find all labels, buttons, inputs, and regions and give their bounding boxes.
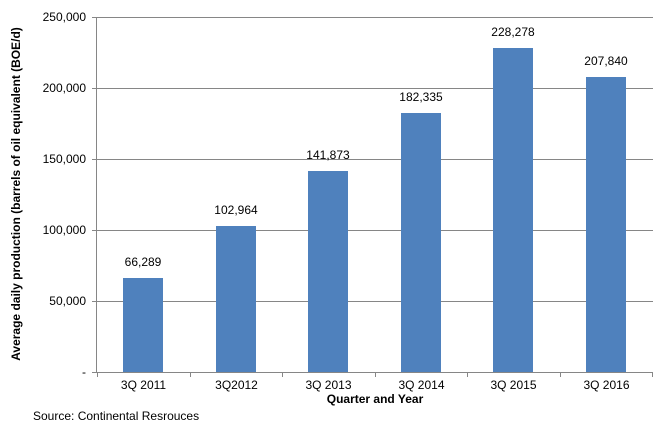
bar-value-label: 182,335 bbox=[399, 90, 443, 104]
bar-value-label: 228,278 bbox=[491, 25, 535, 39]
x-axis-tick bbox=[652, 372, 653, 377]
bar-value-label: 66,289 bbox=[124, 255, 162, 269]
x-axis-tick bbox=[282, 372, 283, 377]
bar bbox=[586, 77, 626, 372]
y-tick-label: - bbox=[82, 365, 86, 379]
bar bbox=[493, 48, 533, 372]
bar bbox=[401, 113, 441, 372]
bar bbox=[216, 226, 256, 372]
x-tick-label: 3Q 2015 bbox=[490, 378, 537, 392]
y-tick-label: 250,000 bbox=[42, 10, 86, 24]
y-tick-label: 150,000 bbox=[42, 152, 86, 166]
x-axis-tick bbox=[375, 372, 376, 377]
x-tick-label: 3Q 2011 bbox=[120, 378, 167, 392]
y-axis-tick bbox=[92, 301, 97, 302]
y-axis-tick bbox=[92, 372, 97, 373]
bar-value-label: 207,840 bbox=[584, 54, 628, 68]
x-tick-label: 3Q2012 bbox=[215, 378, 258, 392]
bar-value-label: 102,964 bbox=[214, 203, 258, 217]
x-axis-tick bbox=[190, 372, 191, 377]
y-axis-title: Average daily production (barrels of oil… bbox=[9, 27, 23, 361]
bar-value-label: 141,873 bbox=[306, 148, 350, 162]
x-tick-label: 3Q 2016 bbox=[583, 378, 630, 392]
y-axis-tick bbox=[92, 17, 97, 18]
bar bbox=[308, 171, 348, 372]
x-axis-tick bbox=[97, 372, 98, 377]
gridline bbox=[97, 301, 653, 302]
y-axis-tick bbox=[92, 159, 97, 160]
x-axis-tick bbox=[560, 372, 561, 377]
gridline bbox=[97, 159, 653, 160]
y-axis-tick bbox=[92, 230, 97, 231]
y-axis-tick bbox=[92, 88, 97, 89]
y-tick-label: 50,000 bbox=[49, 294, 86, 308]
y-tick-label: 100,000 bbox=[42, 223, 86, 237]
bar bbox=[123, 278, 163, 372]
gridline bbox=[97, 88, 653, 89]
x-tick-label: 3Q 2014 bbox=[398, 378, 445, 392]
gridline bbox=[97, 17, 653, 18]
plot-area: 66,289 102,964 141,873 182,335 228,278 207,84… bbox=[96, 17, 653, 373]
x-axis-title: Quarter and Year bbox=[326, 392, 424, 406]
y-tick-label: 200,000 bbox=[42, 81, 86, 95]
gridline bbox=[97, 230, 653, 231]
source-note: Source: Continental Resrouces bbox=[33, 409, 200, 423]
x-tick-label: 3Q 2013 bbox=[305, 378, 352, 392]
x-axis-tick bbox=[467, 372, 468, 377]
